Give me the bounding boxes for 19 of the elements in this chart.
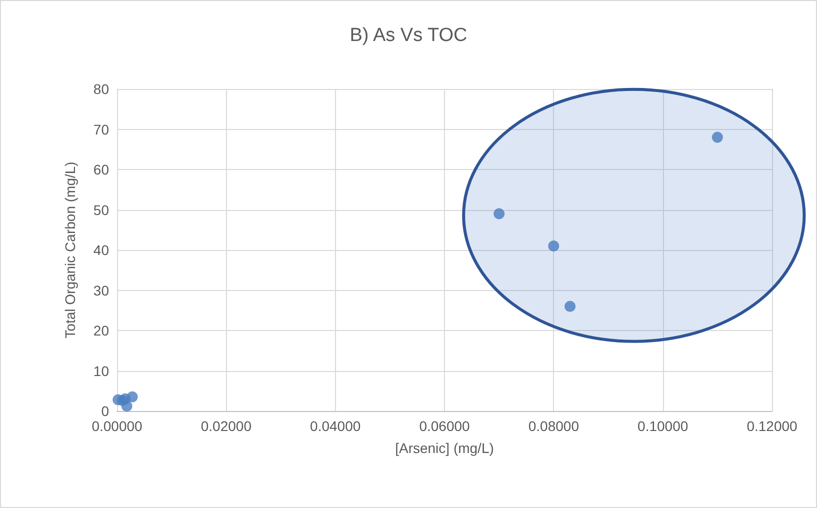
x-tick-label: 0.06000 bbox=[419, 418, 470, 434]
y-axis-title: Total Organic Carbon (mg/L) bbox=[62, 162, 78, 338]
y-tick-label: 80 bbox=[93, 81, 110, 97]
chart-title: B) As Vs TOC bbox=[350, 25, 468, 46]
x-tick-label: 0.00000 bbox=[92, 418, 143, 434]
y-tick-label: 10 bbox=[93, 362, 110, 379]
y-tick-label: 30 bbox=[93, 282, 110, 298]
x-axis-title: [Arsenic] (mg/L) bbox=[395, 440, 494, 456]
x-tick-label: 0.12000 bbox=[746, 418, 798, 434]
y-tick-label: 40 bbox=[93, 242, 110, 258]
y-tick-label: 0 bbox=[101, 403, 110, 419]
x-tick-label: 0.08000 bbox=[528, 418, 580, 434]
x-tick-label: 0.04000 bbox=[310, 418, 361, 434]
y-tick-label: 20 bbox=[93, 322, 110, 338]
y-tick-label: 50 bbox=[93, 202, 110, 218]
x-tick-label: 0.10000 bbox=[638, 418, 688, 434]
x-tick-label: 0.02000 bbox=[200, 418, 252, 434]
y-tick-label: 60 bbox=[93, 162, 110, 178]
y-tick-label: 70 bbox=[93, 121, 110, 138]
